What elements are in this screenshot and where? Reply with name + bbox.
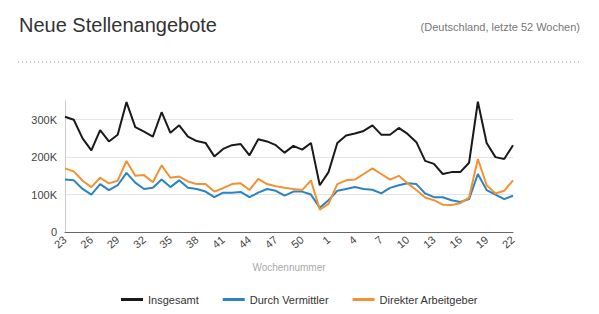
svg-text:200K: 200K xyxy=(31,151,57,163)
svg-text:26: 26 xyxy=(78,233,95,250)
svg-text:1: 1 xyxy=(320,233,332,246)
svg-text:22: 22 xyxy=(500,233,517,250)
svg-text:Direkter Arbeitgeber: Direkter Arbeitgeber xyxy=(380,294,478,306)
svg-text:Insgesamt: Insgesamt xyxy=(148,294,199,306)
svg-text:35: 35 xyxy=(157,233,174,250)
svg-text:Neue Stellenangebote: Neue Stellenangebote xyxy=(19,14,217,36)
svg-text:4: 4 xyxy=(346,233,358,246)
svg-text:23: 23 xyxy=(52,233,69,250)
svg-text:10: 10 xyxy=(394,233,411,250)
svg-text:(Deutschland, letzte 52 Wochen: (Deutschland, letzte 52 Wochen) xyxy=(421,21,580,33)
svg-text:Wochennummer: Wochennummer xyxy=(252,262,326,273)
svg-text:32: 32 xyxy=(131,233,148,250)
svg-text:29: 29 xyxy=(104,233,121,250)
svg-text:100K: 100K xyxy=(31,189,57,201)
svg-text:0: 0 xyxy=(51,226,57,238)
svg-text:13: 13 xyxy=(421,233,438,250)
svg-text:300K: 300K xyxy=(31,114,57,126)
svg-text:16: 16 xyxy=(447,233,464,250)
svg-text:50: 50 xyxy=(289,233,306,250)
svg-text:19: 19 xyxy=(473,233,490,250)
svg-text:38: 38 xyxy=(184,233,201,250)
svg-text:Durch Vermittler: Durch Vermittler xyxy=(250,294,329,306)
svg-text:44: 44 xyxy=(236,233,253,250)
svg-text:7: 7 xyxy=(373,233,385,246)
svg-text:41: 41 xyxy=(210,233,227,250)
svg-text:47: 47 xyxy=(263,233,280,250)
